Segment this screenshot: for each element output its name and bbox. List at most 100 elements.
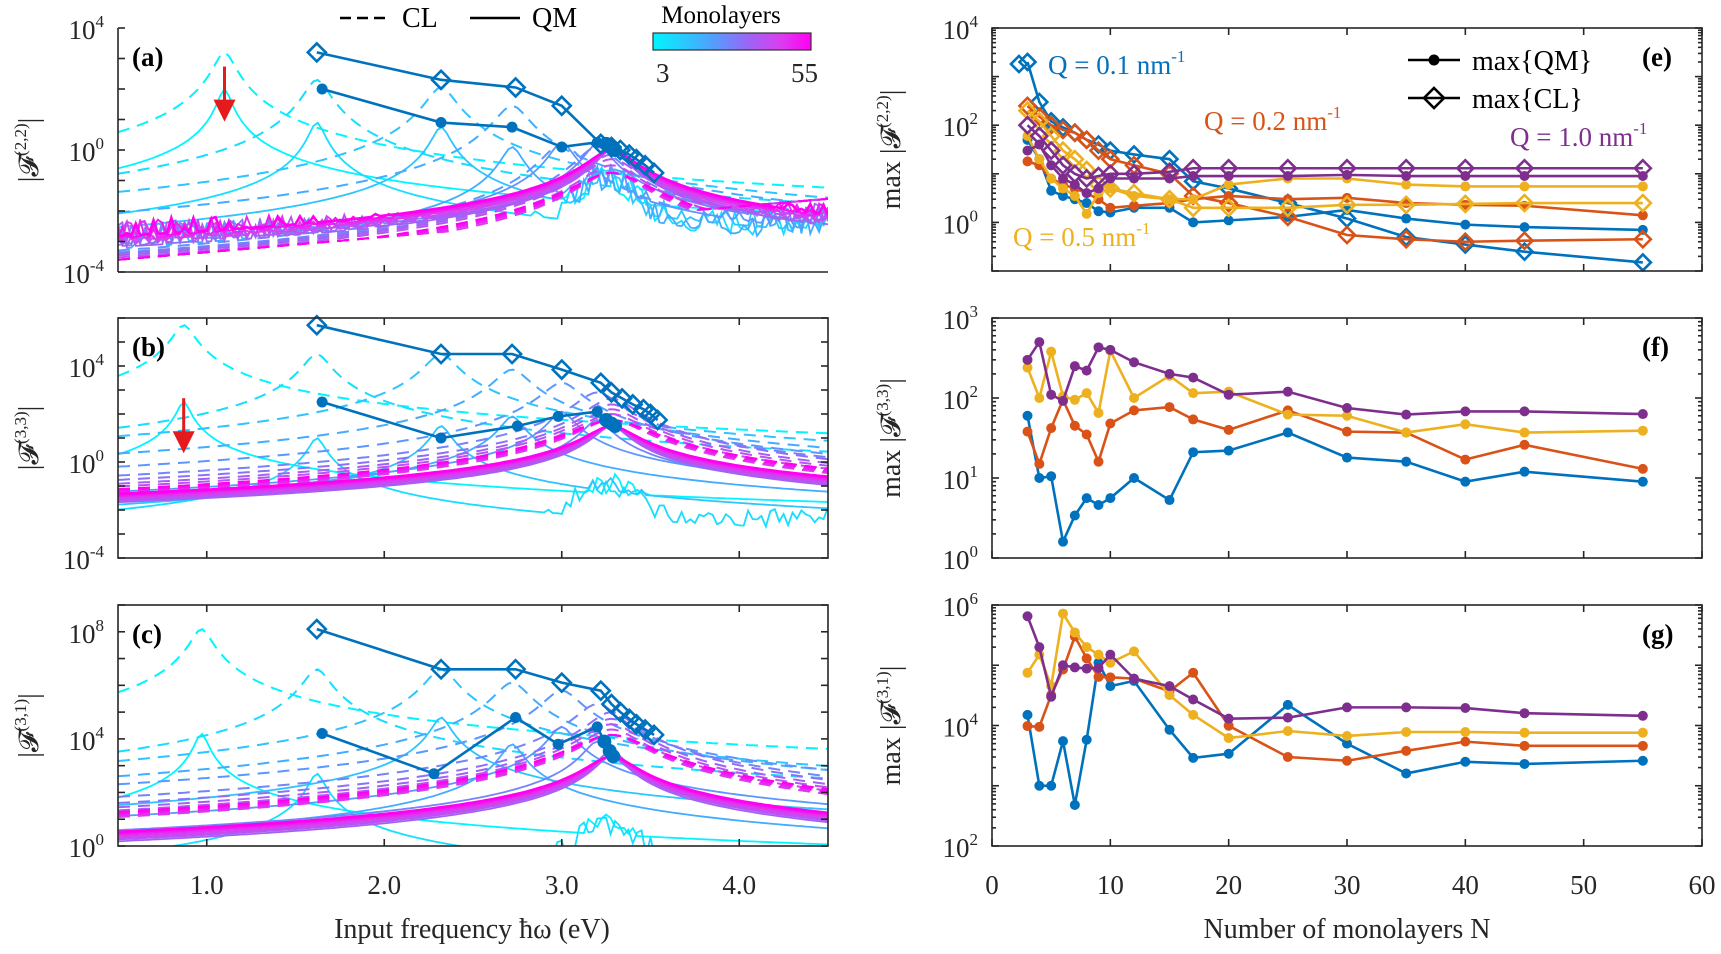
data-point (1223, 720, 1234, 731)
y-tick-label: 106 (943, 589, 979, 622)
cl-max-marker (550, 94, 573, 117)
data-point (1081, 188, 1092, 199)
data-point (1034, 139, 1045, 150)
data-point (1188, 217, 1199, 228)
data-point (1069, 190, 1080, 201)
cl-max-marker (1017, 96, 1038, 116)
spectra-group (118, 51, 828, 261)
data-point (1460, 406, 1471, 417)
x-tick-label: 50 (1570, 870, 1597, 900)
data-point (1342, 755, 1352, 766)
panel-f: 103 102 101 100 max |𝓕(3,3)| (f) (873, 302, 1703, 575)
panel-e: 104 102 100 max |𝓕(2,2)| (e) Q = 0.1 nm-1 Q = … (873, 12, 1703, 273)
data-point (1460, 219, 1471, 230)
qm-legend-marker (1428, 54, 1440, 66)
cl-max-marker (501, 343, 523, 365)
series-q-0-5-nm (1017, 100, 1653, 219)
qm-spectrum-curve (118, 424, 828, 495)
data-point (1046, 691, 1057, 702)
y-tick-label: 10-4 (63, 256, 105, 289)
data-point (1460, 181, 1471, 192)
x-tick-label: 60 (1689, 870, 1716, 900)
data-point (1093, 342, 1104, 353)
data-point (1105, 344, 1116, 355)
cl-max-marker (1277, 197, 1298, 218)
data-point (1129, 393, 1139, 403)
qm-max-marker (552, 410, 564, 422)
data-point (1460, 736, 1471, 747)
cl-max-marker (625, 713, 648, 735)
y-tick-label: 103 (943, 302, 979, 335)
cl-max-marker (589, 371, 612, 394)
data-point (1188, 171, 1199, 182)
data-point (1223, 424, 1234, 435)
cl-max-marker (1017, 115, 1038, 136)
qm-spectrum-curve (118, 725, 828, 817)
data-point (1460, 756, 1471, 767)
data-point (1188, 752, 1199, 763)
y-axis-title: max |𝓕(2,2)| (873, 90, 907, 210)
cl-max-marker (1277, 207, 1298, 227)
data-point (1401, 768, 1412, 779)
data-point (1460, 454, 1471, 465)
x-tick-label: 10 (1097, 870, 1124, 900)
y-axis-title: |𝓕(2,2)| (11, 118, 45, 182)
cl-spectrum-curve (118, 418, 828, 492)
data-point (1105, 173, 1116, 184)
x-tick-label: 0 (985, 870, 999, 900)
cl-spectrum-curve (118, 418, 828, 494)
data-point (1342, 702, 1352, 713)
qm-max-marker (511, 420, 523, 432)
qm-spectrum-curve (118, 755, 828, 836)
data-point (1022, 709, 1033, 720)
y-axis-title: max |𝓕(3,3)| (873, 378, 907, 498)
red-arrow-head (172, 431, 195, 454)
data-point (1460, 476, 1471, 487)
y-tick-label: 100 (69, 830, 105, 863)
data-point (1081, 429, 1092, 440)
data-point (1519, 439, 1530, 450)
cl-spectrum-curve (118, 104, 828, 214)
series-q-1-0-nm-1 (1022, 611, 1648, 724)
cl-spectrum-curve (118, 368, 828, 455)
cl-max-marker (305, 41, 328, 64)
data-point (1223, 733, 1234, 744)
data-point (1164, 690, 1175, 701)
cl-max-marker (1100, 178, 1121, 199)
data-point (1164, 402, 1175, 413)
cl-spectrum-curve (118, 689, 828, 786)
data-point (1460, 703, 1471, 714)
data-point (1519, 466, 1530, 477)
cl-max-marker (600, 381, 623, 404)
cl-legend-label: max{CL} (1472, 84, 1583, 115)
data-point (1188, 709, 1199, 720)
y-tick-label: 101 (943, 462, 979, 495)
q-value-label: Q = 0.1 nm-1 (1048, 47, 1185, 80)
series-q-1-0-nm-1 (1022, 337, 1648, 420)
data-point (1069, 627, 1080, 638)
panel-a: 104 100 10-4 |𝓕(2,2)| (a) (11, 12, 828, 289)
max-qm-line (1027, 633, 1643, 763)
data-point (1069, 799, 1080, 810)
data-point (1129, 673, 1139, 684)
data-point (1058, 736, 1068, 747)
data-point (1093, 649, 1104, 660)
cl-spectrum-curve (118, 668, 828, 768)
data-point (1401, 456, 1412, 467)
data-point (1519, 222, 1530, 233)
data-point (1105, 681, 1116, 692)
data-point (1637, 425, 1648, 436)
colorbar-title: Monolayers (661, 2, 780, 29)
data-point (1046, 160, 1057, 171)
qm-spectrum-curve (118, 425, 828, 504)
data-point (1460, 419, 1471, 430)
data-point (1022, 130, 1033, 141)
cl-max-marker (1396, 194, 1417, 215)
cl-max-marker (1337, 225, 1357, 245)
data-point (1046, 346, 1057, 357)
qm-max-marker (316, 83, 328, 95)
cl-max-marker (1218, 197, 1239, 218)
data-point (1342, 452, 1352, 463)
data-point (1081, 734, 1092, 745)
